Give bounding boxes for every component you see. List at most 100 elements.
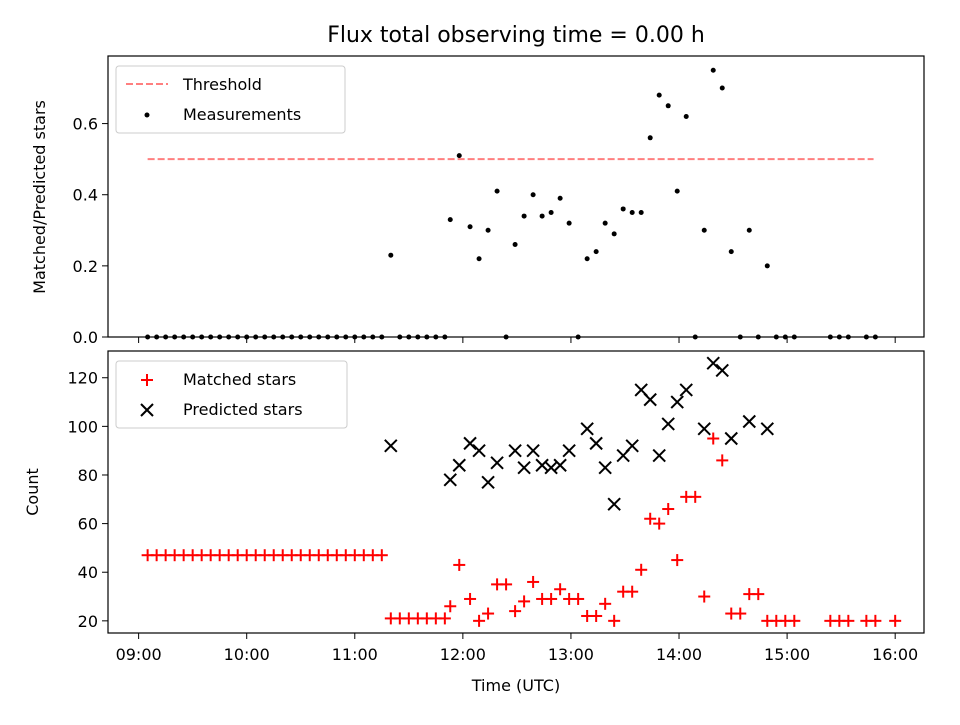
- y-tick-label: 60: [78, 515, 98, 534]
- measurements-point: [629, 210, 635, 216]
- matched-stars-point: [527, 575, 540, 588]
- matched-stars-point: [842, 614, 855, 627]
- bottom-plot-ticks: 20 40 60 80 100 120 09:00 10:00 11:00 12:00 13:00 1…: [67, 369, 918, 664]
- matched-stars-point: [869, 614, 882, 627]
- top-legend-box: [115, 65, 346, 134]
- x-axis-label: Time (UTC): [471, 676, 560, 695]
- x-tick-label: 13:00: [548, 645, 594, 664]
- measurements-point: [512, 242, 518, 248]
- predicted-stars-point: [463, 436, 477, 451]
- measurements-point: [710, 67, 716, 73]
- y-tick-label: 20: [78, 612, 98, 631]
- matched-stars-point: [644, 512, 657, 525]
- measurements-point: [530, 192, 536, 198]
- measurements-point: [674, 188, 680, 194]
- matched-stars-point: [716, 454, 729, 467]
- y-tick-label: 80: [78, 466, 98, 485]
- x-tick-label: 14:00: [656, 645, 702, 664]
- predicted-stars-point: [661, 417, 675, 431]
- measurements-legend-label: Measurements: [183, 105, 301, 124]
- matched-stars-point: [689, 490, 702, 503]
- predicted-stars-point: [535, 458, 549, 472]
- predicted-stars-point: [481, 475, 495, 489]
- matched-stars-point: [509, 605, 522, 618]
- matched-stars-point: [375, 549, 388, 562]
- matched-stars-point: [590, 609, 603, 622]
- measurements-point: [494, 188, 500, 194]
- x-tick-label: 11:00: [332, 645, 378, 664]
- measurements-point: [647, 135, 653, 141]
- matched-stars-point: [707, 432, 720, 445]
- predicted-stars-point: [580, 422, 594, 436]
- matched-stars-point: [653, 517, 666, 530]
- measurements-point: [620, 206, 626, 212]
- measurements-point: [701, 227, 707, 233]
- predicted-stars-point: [607, 497, 621, 511]
- matched-stars-point: [518, 595, 531, 608]
- predicted-stars-point: [553, 458, 567, 472]
- matched-stars-point: [473, 614, 486, 627]
- matched-stars-point: [453, 558, 466, 571]
- predicted-stars-legend-label: Predicted stars: [183, 400, 303, 419]
- matched-stars-point: [482, 607, 495, 620]
- y-tick-label: 0.0: [73, 328, 98, 347]
- x-tick-label: 09:00: [116, 645, 162, 664]
- y-tick-label: 120: [67, 369, 98, 388]
- matched-stars-point: [545, 592, 558, 605]
- predicted-stars-point: [742, 414, 756, 429]
- predicted-stars-point: [760, 422, 774, 436]
- top-plot-frame: [107, 55, 925, 338]
- predicted-stars-point: [472, 443, 486, 458]
- measurements-legend-swatch: [144, 112, 150, 118]
- measurements-point: [584, 256, 590, 262]
- measurements-point: [447, 217, 453, 223]
- matched-stars-point: [608, 614, 621, 627]
- threshold-legend-label: Threshold: [182, 75, 262, 94]
- measurements-point: [593, 249, 599, 255]
- y-tick-label: 100: [67, 417, 98, 436]
- predicted-stars-point: [490, 456, 504, 470]
- top-legend: Threshold Measurements: [115, 65, 346, 134]
- matched-stars-point: [572, 592, 585, 605]
- bottom-plot-frame: [107, 350, 925, 634]
- predicted-stars-point: [643, 392, 657, 407]
- predicted-stars-point: [625, 439, 639, 453]
- measurements-point: [611, 231, 617, 237]
- matched-stars-point: [438, 612, 451, 625]
- measurements-point: [728, 249, 734, 255]
- measurements-point: [388, 252, 394, 258]
- predicted-stars-point: [562, 443, 576, 458]
- top-y-axis-label: Matched/Predicted stars: [30, 100, 49, 294]
- y-tick-label: 0.2: [73, 257, 98, 276]
- chart-title: Flux total observing time = 0.00 h: [327, 23, 705, 48]
- predicted-stars-point: [384, 439, 398, 453]
- measurements-point: [683, 113, 689, 119]
- matched-stars-point: [698, 590, 711, 603]
- measurements-point: [548, 210, 554, 216]
- predicted-stars-point: [697, 422, 711, 436]
- matched-stars-point: [635, 563, 648, 576]
- bottom-legend: Matched stars Predicted stars: [115, 360, 348, 429]
- matched-stars-point: [889, 614, 902, 627]
- matched-stars-point: [500, 578, 513, 591]
- predicted-stars-point: [679, 383, 693, 397]
- matched-stars-point: [626, 585, 639, 598]
- measurements-point: [656, 92, 662, 98]
- matched-stars-legend-label: Matched stars: [183, 370, 296, 389]
- y-tick-label: 0.4: [73, 186, 98, 205]
- matched-stars-point: [671, 554, 684, 567]
- x-tick-label: 16:00: [872, 645, 918, 664]
- matched-stars-point: [464, 592, 477, 605]
- y-tick-label: 40: [78, 563, 98, 582]
- predicted-stars-point: [598, 460, 612, 475]
- predicted-stars-point: [508, 443, 522, 458]
- measurements-point: [456, 153, 462, 159]
- matched-stars-point: [752, 588, 765, 601]
- matched-stars-point: [554, 583, 567, 596]
- measurements-point: [566, 220, 572, 226]
- measurements-point: [557, 195, 563, 201]
- bottom-y-axis-label: Count: [23, 468, 42, 516]
- matched-stars-point: [788, 614, 801, 627]
- measurements-point: [539, 213, 545, 219]
